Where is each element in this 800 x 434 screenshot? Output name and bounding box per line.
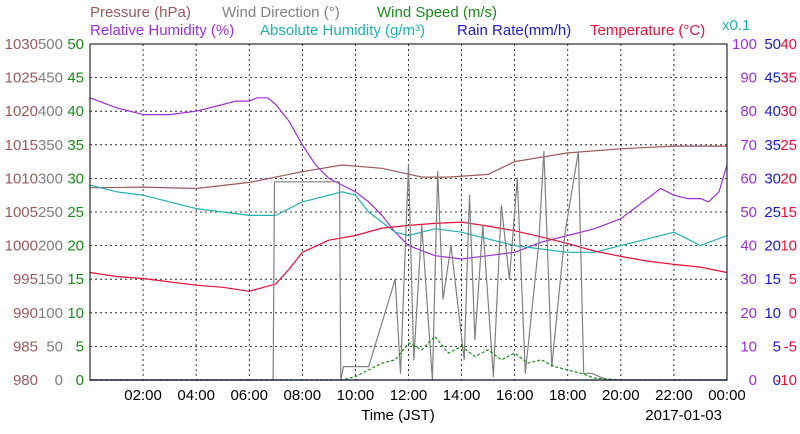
y-tick-pressure: 1025: [5, 70, 38, 87]
y-tick-wind-speed: 25: [67, 204, 84, 221]
y-tick-humidity: 60: [740, 170, 757, 187]
y-tick-rain: 35: [764, 137, 781, 154]
y-tick-wind-speed: 10: [67, 305, 84, 322]
y-tick-rain: 0: [773, 372, 781, 389]
y-tick-rain: 30: [764, 170, 781, 187]
x-tick-label: 02:00: [124, 387, 162, 404]
y-tick-wind-dir: 200: [38, 238, 63, 255]
y-tick-pressure: 1005: [5, 204, 38, 221]
y-tick-humidity: 40: [740, 238, 757, 255]
y-tick-wind-dir: 0: [55, 372, 63, 389]
y-tick-humidity: 50: [740, 204, 757, 221]
y-tick-temperature: 35: [780, 70, 797, 87]
y-tick-temperature: 5: [789, 271, 797, 288]
x-tick-label: 16:00: [496, 387, 534, 404]
y-tick-rain: 50: [764, 36, 781, 53]
y-tick-pressure: 1010: [5, 170, 38, 187]
axes: 02:00 04:00 06:00 08:00 10:00 12:00 14:00 16:00…: [5, 36, 797, 404]
y-tick-wind-speed: 50: [67, 36, 84, 53]
y-tick-wind-speed: 5: [76, 338, 84, 355]
y-tick-temperature: 15: [780, 204, 797, 221]
y-tick-rain: 20: [764, 238, 781, 255]
y-tick-pressure: 1000: [5, 238, 38, 255]
y-tick-rain: 45: [764, 70, 781, 87]
y-tick-rain: 40: [764, 103, 781, 120]
y-tick-wind-speed: 20: [67, 238, 84, 255]
x-tick-label: 20:00: [602, 387, 640, 404]
y-tick-wind-dir: 500: [38, 36, 63, 53]
y-tick-wind-speed: 0: [76, 372, 84, 389]
x-tick-label: 08:00: [284, 387, 322, 404]
y-tick-wind-speed: 30: [67, 170, 84, 187]
y-tick-humidity: 100: [732, 36, 757, 53]
legend-wind-speed: Wind Speed (m/s): [377, 4, 497, 21]
legend-row-1: Pressure (hPa) Wind Direction (°) Wind S…: [90, 4, 497, 21]
series-wind-dir: [90, 150, 727, 381]
y-tick-humidity: 10: [740, 338, 757, 355]
y-tick-pressure: 1030: [5, 36, 38, 53]
y-tick-humidity: 0: [749, 372, 757, 389]
y-tick-temperature: 10: [780, 238, 797, 255]
y-tick-temperature: 25: [780, 137, 797, 154]
y-tick-pressure: 985: [13, 338, 38, 355]
x-tick-label: 12:00: [390, 387, 428, 404]
y-tick-temperature: -10: [775, 372, 797, 389]
y-tick-humidity: 70: [740, 137, 757, 154]
y-tick-pressure: 995: [13, 271, 38, 288]
x-tick-label: 14:00: [443, 387, 481, 404]
y-tick-temperature: -5: [784, 338, 797, 355]
legend-relative-humidity: Relative Humidity (%): [90, 22, 234, 39]
y-tick-humidity: 90: [740, 70, 757, 87]
legend-pressure: Pressure (hPa): [90, 4, 191, 21]
y-tick-wind-dir: 50: [46, 338, 63, 355]
series-temperature: [89, 221, 728, 292]
plot-frame: [89, 43, 728, 381]
y-tick-wind-dir: 150: [38, 271, 63, 288]
y-tick-wind-dir: 250: [38, 204, 63, 221]
y-tick-wind-dir: 350: [38, 137, 63, 154]
y-tick-wind-speed: 35: [67, 137, 84, 154]
y-tick-rain: 25: [764, 204, 781, 221]
y-tick-wind-dir: 400: [38, 103, 63, 120]
legend-rain-rate: Rain Rate(mm/h): [457, 22, 571, 39]
y-tick-temperature: 20: [780, 170, 797, 187]
legend-temperature: Temperature (°C): [590, 22, 705, 39]
x-axis-label: Time (JST): [361, 407, 435, 424]
y-tick-temperature: 30: [780, 103, 797, 120]
x-tick-label: 04:00: [177, 387, 215, 404]
grid: [90, 44, 727, 380]
y-tick-wind-dir: 100: [38, 305, 63, 322]
x-tick-label: 06:00: [230, 387, 268, 404]
y-tick-wind-speed: 40: [67, 103, 84, 120]
y-tick-temperature: 0: [789, 305, 797, 322]
y-tick-humidity: 80: [740, 103, 757, 120]
series-pressure: [89, 145, 727, 190]
x-tick-label: 18:00: [549, 387, 587, 404]
y-tick-wind-dir: 450: [38, 70, 63, 87]
series-humidity: [89, 97, 728, 260]
y-tick-rain: 5: [773, 338, 781, 355]
y-tick-rain: 10: [764, 305, 781, 322]
y-tick-pressure: 1020: [5, 103, 38, 120]
legend-x01: x0.1: [722, 17, 750, 34]
x-tick-label: 00:00: [708, 387, 746, 404]
legend-absolute-humidity: Absolute Humidity (g/m³): [260, 22, 425, 39]
y-tick-wind-dir: 300: [38, 170, 63, 187]
date-label: 2017-01-03: [645, 407, 722, 424]
y-tick-wind-speed: 45: [67, 70, 84, 87]
y-tick-rain: 15: [764, 271, 781, 288]
y-tick-pressure: 1015: [5, 137, 38, 154]
x-tick-label: 10:00: [337, 387, 375, 404]
legend-row-2: Relative Humidity (%) Absolute Humidity …: [90, 17, 750, 39]
y-tick-wind-speed: 15: [67, 271, 84, 288]
y-tick-humidity: 20: [740, 305, 757, 322]
legend-wind-direction: Wind Direction (°): [222, 4, 340, 21]
series-wind-speed: [90, 335, 727, 381]
x-tick-label: 22:00: [655, 387, 693, 404]
y-tick-temperature: 40: [780, 36, 797, 53]
y-tick-pressure: 980: [13, 372, 38, 389]
y-tick-pressure: 990: [13, 305, 38, 322]
y-tick-humidity: 30: [740, 271, 757, 288]
